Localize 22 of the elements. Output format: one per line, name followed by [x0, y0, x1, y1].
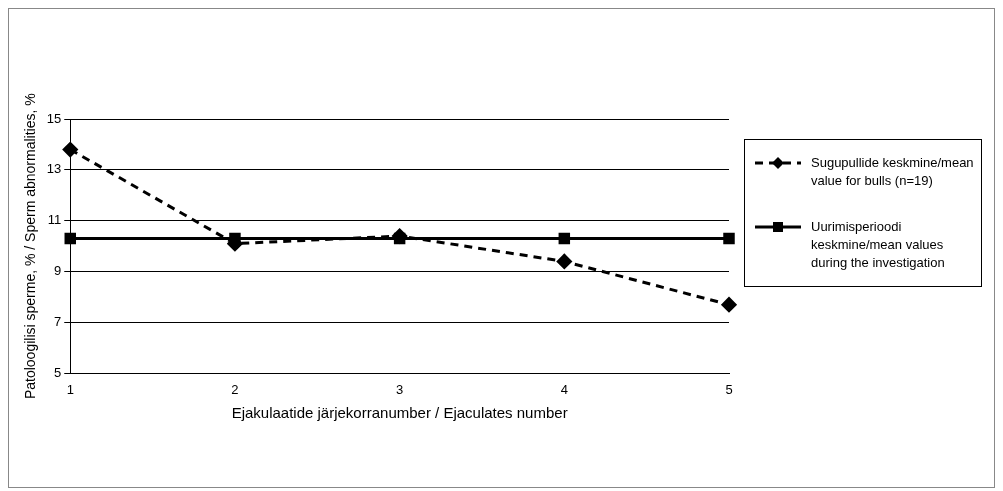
- legend-label: Uurimisperioodi keskmine/mean values during the investigation: [811, 218, 946, 272]
- y-tick-label: 11: [47, 212, 62, 228]
- x-tick-label: 1: [66, 381, 74, 397]
- y-axis-title: Patoloogilisi sperme, % / Sperm abnormalities, %: [22, 93, 39, 400]
- y-tick-label: 5: [54, 364, 62, 380]
- y-tick-label: 13: [46, 161, 62, 177]
- point: [62, 142, 78, 158]
- x-tick-label: 5: [725, 381, 733, 397]
- x-tick-label: 4: [560, 381, 568, 397]
- x-axis-title: Ejakulaatide järjekorranumber / Ejaculates number: [231, 404, 568, 422]
- point: [556, 253, 572, 269]
- x-tick-label: 2: [231, 381, 239, 397]
- y-tick-label: 15: [46, 110, 62, 126]
- x-tick-label: 3: [396, 381, 404, 397]
- point: [393, 232, 406, 245]
- y-tick-label: 7: [54, 314, 62, 330]
- y-tick-label: 9: [54, 263, 62, 279]
- point: [64, 232, 76, 245]
- point: [558, 232, 571, 245]
- point: [723, 232, 735, 245]
- legend-label: Sugupullide keskmine/mean value for bulls (n=19): [811, 154, 975, 190]
- point: [721, 297, 737, 313]
